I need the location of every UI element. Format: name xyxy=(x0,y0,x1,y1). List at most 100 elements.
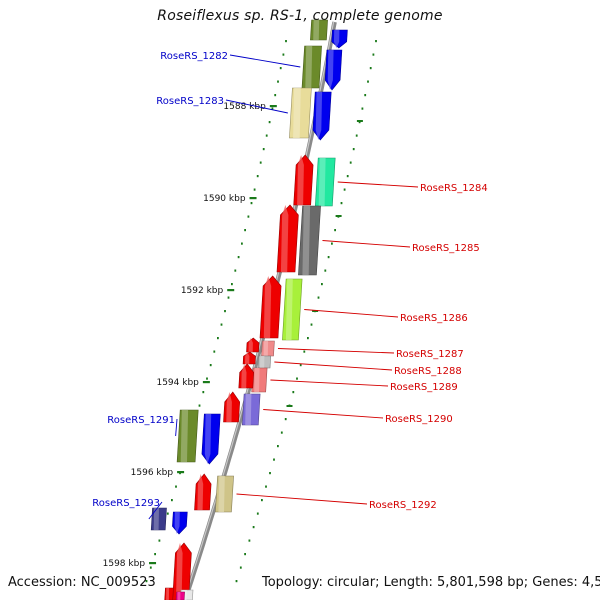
right-track-dot xyxy=(358,121,361,124)
left-track-dot xyxy=(271,107,274,110)
left-track-dot xyxy=(265,134,268,137)
left-track-dot xyxy=(158,539,161,542)
left-track-dot xyxy=(253,188,256,191)
left-track-dot xyxy=(250,202,253,205)
left-track-dot xyxy=(256,175,259,178)
gene-label: RoseRS_1293 xyxy=(92,498,160,509)
kbp-ruler: 1588 kbp 1590 kbp 1592 kbp 1594 kbp 1596 kbp… xyxy=(103,102,277,569)
leader-line xyxy=(322,240,411,248)
gene-rosers_1287 xyxy=(261,340,275,357)
left-track-dot xyxy=(237,256,240,259)
left-track-dot xyxy=(277,80,279,83)
ruler-tick xyxy=(227,289,235,292)
left-track-dot xyxy=(166,512,169,515)
gene-feature xyxy=(172,542,192,600)
right-track-dot xyxy=(235,580,238,583)
right-track-dot xyxy=(340,202,343,205)
ruler-tick xyxy=(249,197,257,200)
right-track-dot xyxy=(244,553,246,556)
right-track-dash xyxy=(356,120,363,122)
right-track-dot xyxy=(334,229,336,232)
right-track-dot xyxy=(355,134,358,137)
left-track-dot xyxy=(247,215,250,218)
gene-feature xyxy=(175,591,185,600)
gene-feature xyxy=(312,91,332,141)
right-track-dot xyxy=(261,499,263,502)
ruler-tick xyxy=(202,381,210,384)
leader-line xyxy=(304,309,399,318)
left-track-dot xyxy=(227,296,230,299)
gene-feature xyxy=(242,351,256,365)
gene-rosers_1292 xyxy=(215,475,234,513)
right-track-dot xyxy=(361,107,364,110)
gene-label: RoseRS_1290 xyxy=(385,414,453,425)
right-track-dot xyxy=(321,283,323,286)
right-track-dot xyxy=(280,431,283,434)
right-track-dot xyxy=(349,161,352,164)
leader-line xyxy=(175,418,178,437)
right-track-dot xyxy=(296,377,298,380)
left-track-dot xyxy=(175,485,177,488)
right-track-dot xyxy=(324,269,327,272)
right-track-dot xyxy=(317,296,320,299)
ruler-label: 1596 kbp xyxy=(131,468,174,478)
leader-line xyxy=(337,181,419,188)
left-track-dot xyxy=(213,350,216,353)
right-track-dot xyxy=(277,445,279,448)
right-track-dot xyxy=(273,458,275,461)
right-track-dot xyxy=(364,94,367,97)
gene-feature xyxy=(246,337,260,353)
label-leader-lines xyxy=(148,54,419,520)
gene-feature xyxy=(324,49,343,91)
map-title: Roseiflexus sp. RS-1, complete genome xyxy=(157,8,443,24)
gene-rosers_1290 xyxy=(241,393,261,426)
right-track-dash xyxy=(286,405,293,407)
ruler-label: 1594 kbp xyxy=(156,378,199,388)
gene-rosers_1288 xyxy=(257,355,272,369)
leader-line xyxy=(263,409,384,419)
gene-rosers_1289 xyxy=(251,367,268,393)
gene-feature xyxy=(201,413,221,465)
gene-label: RoseRS_1285 xyxy=(412,243,480,254)
gene-label: RoseRS_1291 xyxy=(107,415,175,426)
left-track-dot xyxy=(149,566,152,569)
left-track-dot xyxy=(217,337,219,340)
gene-label: RoseRS_1288 xyxy=(394,366,462,377)
gene-rosers_1291 xyxy=(176,409,199,463)
left-track-dot xyxy=(224,310,226,313)
gene-label: RoseRS_1283 xyxy=(156,96,224,107)
strand-guide-dots xyxy=(145,40,377,583)
ruler-tick xyxy=(177,471,185,474)
left-track-dot xyxy=(220,323,223,326)
left-track-dot xyxy=(202,391,205,394)
leader-line xyxy=(277,348,395,354)
gene-rosers_1285 xyxy=(298,205,321,276)
gene-feature xyxy=(331,29,348,49)
right-track-dash xyxy=(312,310,319,312)
gene-labels: RoseRS_1282 RoseRS_1283 RoseRS_1284 RoseRS_… xyxy=(92,51,487,511)
left-track-dot xyxy=(206,377,208,380)
right-track-dot xyxy=(352,148,355,151)
gene-feature xyxy=(276,204,299,273)
left-track-dot xyxy=(154,553,156,556)
right-track-dot xyxy=(343,188,346,191)
gene-rosers_1283 xyxy=(289,87,312,139)
left-track-dot xyxy=(285,40,287,43)
right-track-dot xyxy=(303,350,306,353)
gene-label: RoseRS_1284 xyxy=(420,183,488,194)
right-track-dot xyxy=(256,512,259,515)
right-track-dot xyxy=(299,364,302,367)
gene-rosers_1284 xyxy=(314,157,336,207)
right-track-dot xyxy=(331,242,333,245)
left-track-dot xyxy=(231,283,233,286)
ruler-tick xyxy=(269,105,277,108)
right-track-dash xyxy=(335,215,342,217)
gene-feature xyxy=(172,511,188,535)
left-track-dot xyxy=(282,53,285,56)
left-track-dot xyxy=(262,148,265,151)
ruler-label: 1590 kbp xyxy=(203,194,246,204)
gene-feature xyxy=(259,275,282,339)
right-track-dot xyxy=(375,40,377,43)
right-track-dot xyxy=(284,418,287,421)
